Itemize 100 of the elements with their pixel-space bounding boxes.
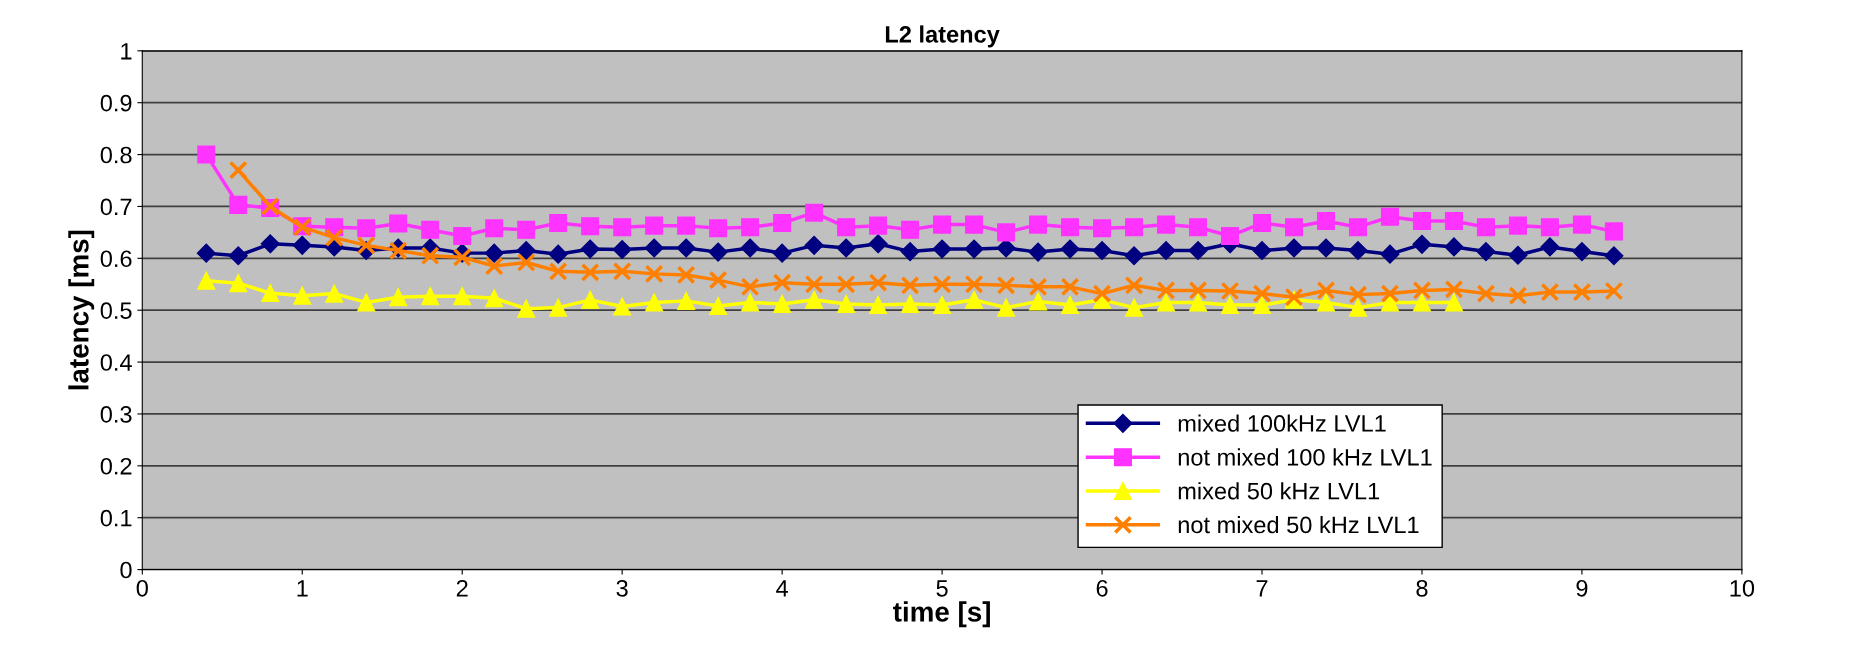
- point: [612, 239, 632, 260]
- point: [1252, 214, 1272, 233]
- point: [965, 215, 984, 234]
- y-tick-label: 0.8: [100, 146, 132, 164]
- chart-title: L2 latency: [885, 25, 1000, 48]
- point: [836, 274, 856, 294]
- point: [708, 242, 728, 262]
- point: [964, 239, 984, 259]
- y-tick-label: 1: [121, 43, 132, 60]
- point: [836, 238, 856, 258]
- point: [1156, 241, 1176, 261]
- point: [580, 262, 600, 282]
- point: [740, 277, 760, 297]
- point: [1540, 282, 1560, 302]
- point: [1188, 241, 1208, 261]
- point: [1188, 281, 1208, 300]
- point: [1476, 284, 1496, 303]
- point: [228, 160, 248, 180]
- point: [933, 215, 952, 234]
- point: [1508, 286, 1528, 306]
- point: [1092, 241, 1112, 261]
- point: [645, 293, 664, 312]
- x-tick-label: 0: [136, 579, 148, 597]
- point: [548, 244, 568, 264]
- y-tick-label: 0.9: [100, 94, 132, 112]
- legend-label: mixed 50 kHz LVL1: [1178, 482, 1380, 500]
- point: [1093, 219, 1112, 238]
- point: [741, 218, 760, 237]
- point: [197, 145, 216, 164]
- point: [964, 274, 984, 294]
- point: [1252, 241, 1272, 261]
- point: [1316, 238, 1336, 258]
- point: [1444, 237, 1464, 257]
- point: [1572, 242, 1592, 262]
- point: [1028, 242, 1048, 262]
- point: [453, 287, 472, 306]
- point: [1508, 245, 1528, 265]
- point: [1316, 281, 1336, 300]
- point: [260, 234, 280, 254]
- point: [901, 294, 920, 314]
- point: [932, 274, 952, 294]
- point: [868, 273, 888, 293]
- point: [1380, 207, 1400, 226]
- point: [1124, 275, 1144, 295]
- point: [485, 219, 504, 238]
- point: [805, 290, 824, 309]
- point: [1380, 244, 1400, 264]
- point: [1412, 281, 1432, 300]
- point: [1220, 226, 1240, 246]
- point: [869, 216, 888, 235]
- point: [1348, 298, 1368, 317]
- point: [1252, 284, 1272, 303]
- point: [709, 297, 728, 316]
- point: [837, 218, 856, 237]
- point: [548, 261, 568, 281]
- point: [229, 195, 248, 214]
- point: [1412, 211, 1432, 231]
- point: [1156, 281, 1176, 300]
- point: [1061, 295, 1080, 315]
- x-tick-label: 7: [1256, 580, 1268, 597]
- point: [1572, 215, 1591, 234]
- point: [581, 290, 600, 309]
- point: [1029, 292, 1048, 311]
- x-tick-label: 8: [1416, 579, 1428, 597]
- point: [516, 253, 536, 272]
- point: [741, 293, 760, 312]
- point: [229, 274, 248, 293]
- point: [293, 286, 312, 305]
- point: [549, 214, 568, 233]
- point: [389, 214, 408, 233]
- point: [965, 290, 984, 309]
- point: [773, 294, 792, 314]
- point: [228, 246, 248, 266]
- y-tick-label: 0.5: [100, 302, 132, 319]
- point: [837, 294, 856, 314]
- y-axis-title: latency [ms]: [68, 230, 95, 390]
- point: [677, 216, 696, 235]
- point: [996, 238, 1016, 258]
- point: [1061, 218, 1080, 237]
- point: [1284, 238, 1304, 258]
- point: [901, 220, 920, 239]
- point: [709, 219, 728, 238]
- point: [516, 241, 536, 261]
- point: [1476, 242, 1496, 262]
- point: [645, 216, 664, 235]
- x-tick-label: 9: [1576, 579, 1588, 597]
- point: [932, 239, 952, 259]
- point: [1060, 239, 1080, 259]
- point: [900, 242, 920, 262]
- point: [1125, 298, 1144, 317]
- point: [389, 288, 408, 307]
- point: [1029, 215, 1048, 234]
- point: [421, 287, 440, 306]
- point: [1284, 218, 1304, 237]
- y-tick-label: 0.3: [100, 406, 132, 423]
- point: [1412, 234, 1432, 254]
- point: [997, 298, 1016, 317]
- point: [1157, 293, 1176, 312]
- point: [517, 299, 536, 318]
- legend-label: mixed 100kHz LVL1: [1178, 414, 1386, 432]
